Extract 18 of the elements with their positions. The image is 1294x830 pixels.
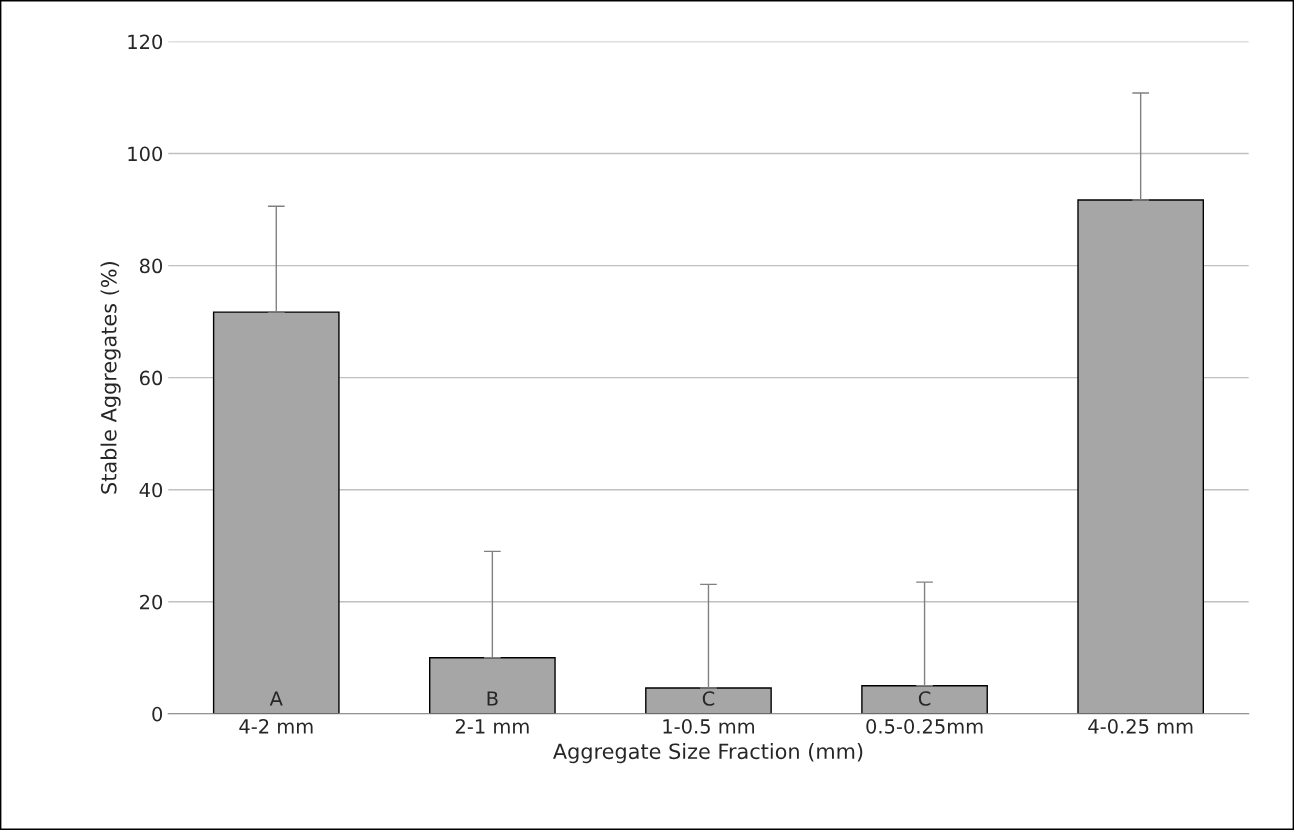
- y-tick-label: 0: [152, 706, 163, 722]
- x-tick-label: 1-0.5 mm: [663, 719, 754, 734]
- y-tick-label: 40: [139, 482, 163, 498]
- x-tick-label: 0.5-0.25mm: [866, 719, 983, 734]
- x-axis-title: Aggregate Size Fraction (mm): [553, 743, 863, 764]
- annotation: C: [918, 691, 931, 706]
- x-tick-label: 4-0.25 mm: [1088, 719, 1193, 734]
- x-tick-label: 4-2 mm: [239, 719, 313, 734]
- y-tick-label: 100: [128, 146, 163, 162]
- y-tick-label: 80: [139, 258, 163, 274]
- annotation: B: [487, 691, 498, 706]
- annotation: A: [269, 691, 283, 706]
- y-tick-label: 60: [139, 370, 163, 386]
- y-axis-title: Stable Aggregates (%): [100, 262, 121, 494]
- x-tick-label: 2-1 mm: [455, 719, 529, 734]
- y-tick-label: 20: [140, 594, 163, 610]
- y-tick-label: 120: [128, 34, 163, 50]
- annotation: C: [702, 691, 715, 706]
